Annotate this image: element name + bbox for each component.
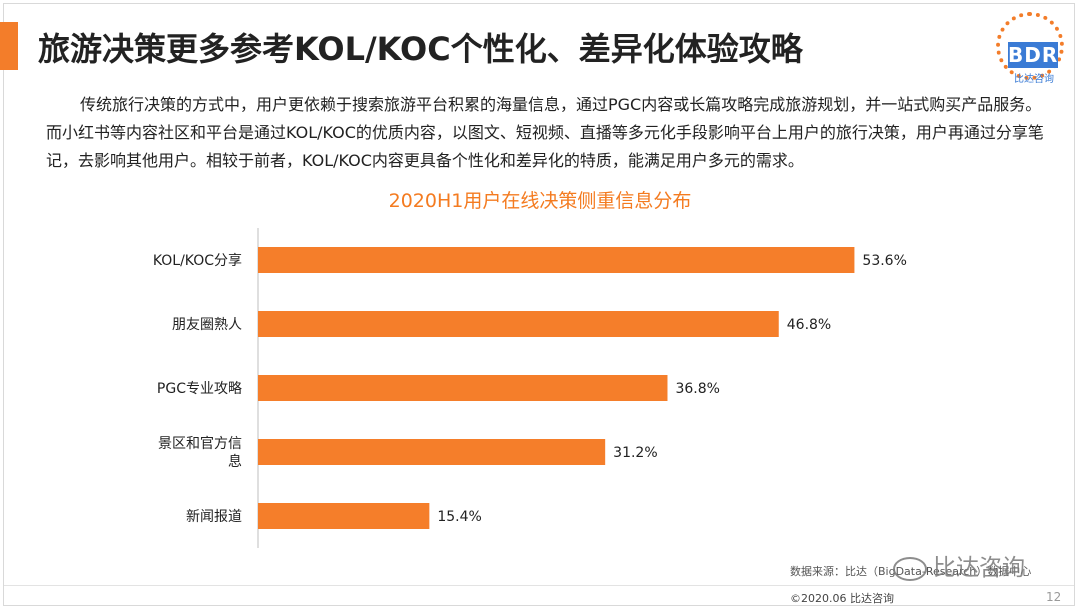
logo-ring-icon: [996, 12, 1064, 80]
data-label: 46.8%: [787, 317, 831, 333]
bar: [258, 503, 430, 529]
chart-title: 2020H1用户在线决策侧重信息分布: [388, 190, 692, 212]
title-accent-bar: [0, 22, 18, 70]
category-label: PGC专业攻略: [157, 381, 242, 397]
logo-subtitle: 比达咨询: [1014, 74, 1054, 85]
wechat-icon: [893, 556, 927, 581]
data-label: 36.8%: [675, 381, 719, 397]
watermark-text: 比达咨询: [933, 555, 1025, 581]
page-number: 12: [1046, 590, 1062, 604]
bar: [258, 311, 779, 337]
data-label: 31.2%: [613, 445, 657, 461]
watermark: 比达咨询: [893, 548, 1025, 582]
category-label: KOL/KOC分享: [153, 252, 242, 269]
data-label: 53.6%: [862, 253, 906, 269]
page-title: 旅游决策更多参考KOL/KOC个性化、差异化体验攻略: [38, 30, 803, 68]
footer-divider: [4, 585, 1074, 586]
copyright: ©2020.06 比达咨询: [790, 592, 894, 605]
bdr-logo: BDR 比达咨询: [996, 12, 1066, 85]
bar: [258, 439, 606, 465]
intro-paragraph: 传统旅行决策的方式中，用户更依赖于搜索旅游平台积累的海量信息，通过PGC内容或长…: [46, 95, 1044, 170]
category-label: 景区和官方信息: [158, 436, 242, 470]
logo-brand: BDR: [1008, 42, 1059, 68]
bar: [258, 247, 855, 273]
slide-frame: [3, 3, 1075, 606]
data-label: 15.4%: [437, 509, 481, 525]
category-label: 朋友圈熟人: [172, 317, 242, 333]
bar: [258, 375, 668, 401]
category-label: 新闻报道: [186, 509, 242, 525]
